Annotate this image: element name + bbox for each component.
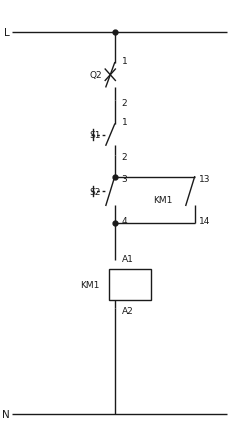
Text: 4: 4 [122, 217, 127, 226]
Text: S1: S1 [90, 131, 101, 140]
Text: A2: A2 [122, 307, 133, 315]
Text: 2: 2 [122, 99, 127, 107]
Text: S2: S2 [90, 187, 101, 196]
Text: L: L [4, 28, 9, 38]
Text: 3: 3 [122, 175, 127, 184]
Text: 1: 1 [122, 118, 127, 127]
Text: 13: 13 [199, 174, 211, 183]
Bar [109, 269, 151, 300]
Text: KM1: KM1 [80, 280, 100, 289]
Text: Q2: Q2 [90, 71, 102, 80]
Text: A1: A1 [122, 254, 134, 263]
Text: 2: 2 [122, 152, 127, 161]
Text: N: N [1, 409, 9, 419]
Text: KM1: KM1 [153, 196, 172, 205]
Text: 1: 1 [122, 57, 127, 66]
Text: 14: 14 [199, 217, 211, 226]
